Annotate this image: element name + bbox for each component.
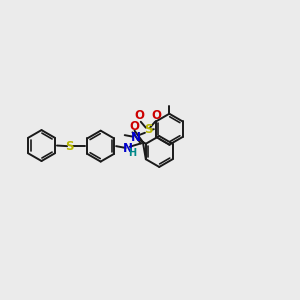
Text: N: N [122, 142, 132, 155]
Text: S: S [144, 123, 152, 136]
Text: O: O [134, 109, 144, 122]
Text: O: O [130, 120, 140, 133]
Text: S: S [65, 140, 74, 153]
Text: N: N [130, 131, 140, 144]
Text: H: H [128, 148, 136, 158]
Text: O: O [151, 109, 161, 122]
